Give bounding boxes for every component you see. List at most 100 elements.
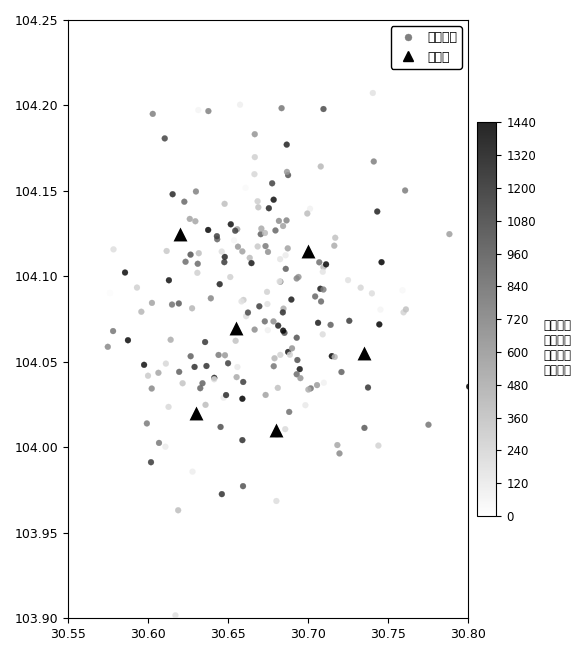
Point [319,284,328,295]
Point [329,241,339,251]
Point [147,383,156,394]
Point [257,223,266,234]
Point [282,215,291,226]
Point [237,296,246,306]
Point [292,355,302,365]
Point [162,246,171,256]
Point [278,307,288,318]
Point [193,268,202,278]
Point [105,288,115,298]
Point [231,336,240,346]
Point [201,400,210,410]
Point [178,378,188,388]
Y-axis label: 电动汽车
前往充电
站的时刻
（分钟）: 电动汽车 前往充电 站的时刻 （分钟） [543,319,571,377]
Point [188,303,197,314]
Point [222,390,231,400]
Point [161,358,171,369]
Point [284,170,293,180]
Point [263,247,272,257]
Point [287,343,297,354]
Point [302,208,312,218]
Point [278,221,288,232]
Point [356,283,365,293]
Point [261,390,270,400]
Point [203,225,213,236]
Point [278,325,288,336]
Point [253,241,263,252]
Point [284,407,294,417]
Point [321,259,331,270]
Point [327,351,336,361]
Point [312,380,322,390]
Point [465,381,474,392]
Point [267,178,277,188]
Point [264,203,274,213]
Point [284,347,293,358]
Point [180,196,189,207]
Point [173,505,183,516]
Point [319,104,328,114]
Point [175,367,184,377]
Point [168,299,177,310]
Point [148,109,158,119]
Point [374,319,384,330]
Point [108,326,118,337]
Point [279,303,288,314]
Point [273,382,282,393]
Point [120,267,130,277]
Point [316,297,326,307]
Point [367,288,377,298]
Point [103,342,113,352]
Point [232,372,241,382]
Point [243,307,253,318]
Point [217,489,227,499]
Point [363,382,373,393]
Point [399,307,408,318]
Point [281,250,290,260]
Point [314,318,323,328]
Point [335,448,344,459]
Point [319,262,328,272]
Point [230,226,240,236]
Point [275,254,285,264]
Point [376,304,385,315]
Point [196,383,205,394]
Point [274,320,283,331]
Point [210,373,219,383]
Point [295,364,305,375]
Point [360,348,369,359]
Point [123,335,132,346]
Point [241,311,251,321]
Point [280,327,289,338]
Point [171,610,180,621]
Point [296,373,305,383]
Point [272,496,281,506]
Point [315,257,324,268]
Point [238,394,247,404]
Point [190,361,199,372]
Point [337,367,346,377]
Point [270,353,279,363]
Point [369,156,379,167]
Point [260,228,270,238]
Point [109,244,118,255]
Point [250,169,259,179]
Point [190,216,200,226]
Point [174,298,183,309]
Point [254,202,263,213]
Point [269,316,278,327]
Point [198,378,207,388]
Point [154,438,163,448]
Point [360,422,369,433]
Point [192,408,201,419]
Point [253,196,263,207]
Point [202,361,211,371]
Point [319,377,329,388]
Point [238,435,247,445]
Point [292,273,301,283]
Point [326,319,335,330]
Point [292,369,301,380]
Point [144,371,153,381]
Point [164,401,173,412]
Point [238,246,247,256]
